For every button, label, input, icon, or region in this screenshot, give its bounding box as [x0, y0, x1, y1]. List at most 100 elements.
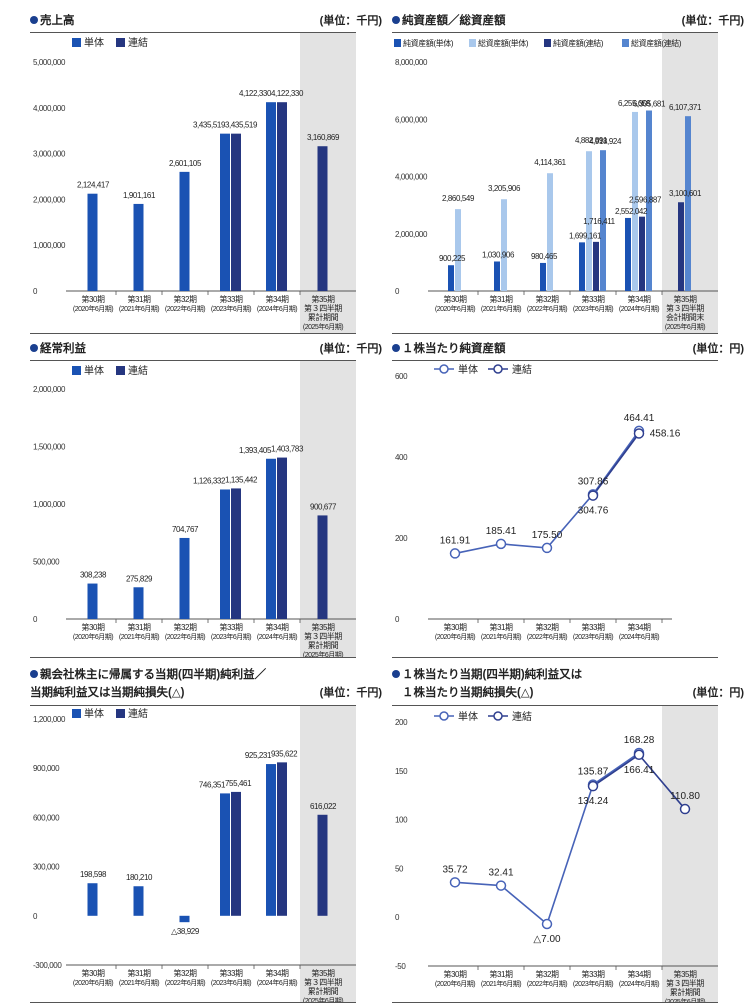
sales-x-label: (2024年6月期)	[257, 304, 297, 313]
net-x-label: 第３四半期	[304, 977, 342, 987]
assets-bar	[639, 216, 645, 291]
eps-x-label: (2025年6月期)	[665, 997, 705, 1002]
bps-x-label: (2022年6月期)	[527, 632, 567, 641]
legend-label: 単体	[458, 710, 478, 723]
assets-x-label: 第３四半期	[666, 303, 704, 313]
sales-y-tick: 4,000,000	[33, 104, 66, 113]
eps-x-label: (2023年6月期)	[573, 979, 613, 988]
legend-swatch-tan	[72, 38, 81, 47]
assets-x-label: (2023年6月期)	[573, 304, 613, 313]
ordinary-bar	[133, 587, 144, 619]
net-x-label: (2022年6月期)	[165, 978, 205, 987]
assets-bar	[501, 199, 507, 291]
assets-data-label: 2,596,887	[629, 196, 662, 205]
assets-panel: 純資産額／総資産額 (単位：千円) 8,000,000 6,000,000 4,00…	[392, 10, 748, 334]
eps-data-label: △7.00	[533, 934, 561, 945]
net-unit: (単位：千円)	[319, 687, 382, 699]
assets-x-label: 第30期	[443, 294, 467, 304]
eps-header: １株当たり当期(四半期)純利益又は １株当たり当期純損失(△) (単位：円)	[392, 664, 748, 706]
legend-label: 連結	[128, 707, 148, 720]
sales-x-label: 第31期	[127, 294, 151, 304]
eps-x-label: (2022年6月期)	[527, 979, 567, 988]
assets-data-label: 1,716,411	[583, 217, 615, 226]
assets-bar	[547, 173, 553, 291]
ordinary-chart-area: 2,000,000 1,500,000 1,000,000 500,000 0 第30期(…	[30, 360, 356, 659]
bps-data-label: 304.76	[578, 506, 609, 517]
ordinary-y-tick: 1,000,000	[33, 500, 66, 509]
eps-shaded-period	[662, 706, 718, 1002]
assets-y-tick: 6,000,000	[395, 115, 428, 124]
net-bar	[87, 883, 98, 916]
sales-x-label: 第32期	[173, 294, 197, 304]
legend-label: 連結	[512, 710, 532, 723]
net-data-label: 180,210	[126, 873, 153, 882]
net-data-label: 755,461	[225, 779, 252, 788]
net-y-tick: 300,000	[33, 863, 60, 872]
sales-y-tick: 2,000,000	[33, 195, 66, 204]
assets-chart-area: 8,000,000 6,000,000 4,000,000 2,000,000 0 第30…	[392, 32, 718, 334]
assets-bar	[685, 116, 691, 291]
legend-label: 総資産額(単体)	[478, 38, 529, 48]
eps-y-tick: 150	[395, 767, 408, 776]
ordinary-x-label: 第33期	[219, 622, 243, 632]
ordinary-x-label: 累計期間	[308, 640, 339, 650]
bps-x-label: 第33期	[581, 622, 605, 632]
sales-chart-area: 5,000,000 4,000,000 3,000,000 2,000,000 1,00…	[30, 32, 356, 334]
bps-point	[541, 542, 553, 554]
assets-data-label: 3,100,601	[669, 189, 702, 198]
legend-swatch-tan	[72, 709, 81, 718]
net-y-tick: 1,200,000	[33, 715, 66, 724]
bps-header: １株当たり純資産額 (単位：円)	[392, 338, 748, 360]
net-x-label: 第34期	[265, 968, 289, 978]
net-bar	[231, 791, 241, 916]
eps-data-label: 135.87	[578, 767, 609, 778]
eps-x-label: 第32期	[535, 969, 559, 979]
net-chart: 1,200,000 900,000 600,000 300,000 0 -300,000 第…	[33, 706, 356, 1005]
eps-y-tick: 200	[395, 718, 408, 727]
sales-y-tick: 1,000,000	[33, 241, 66, 250]
eps-x-label: 第34期	[627, 969, 651, 979]
assets-x-label: 会計期間末	[666, 312, 704, 322]
sales-header: 売上高 (単位：千円)	[30, 10, 386, 32]
eps-point	[449, 877, 461, 888]
ordinary-shaded-period	[300, 361, 356, 657]
ordinary-x-label: 第34期	[265, 622, 289, 632]
assets-bar	[625, 217, 631, 291]
sales-y-tick: 0	[33, 287, 38, 296]
bps-x-label: 第30期	[443, 622, 467, 632]
ordinary-bar	[317, 515, 328, 619]
assets-data-label: 6,255,658	[618, 99, 651, 108]
assets-data-label: 4,114,361	[534, 158, 566, 167]
sales-data-label: 3,435,519	[225, 121, 258, 130]
eps-x-label: (2021年6月期)	[481, 979, 521, 988]
assets-y-tick: 2,000,000	[395, 230, 428, 239]
net-title: 親会社株主に帰属する当期(四半期)純利益／	[30, 666, 266, 682]
ordinary-panel: 経常利益 (単位：千円) 2,000,000 1,500,000 1,000,000…	[30, 338, 386, 659]
ordinary-x-label: 第３四半期	[304, 631, 342, 641]
net-bar	[179, 915, 190, 923]
sales-data-label: 3,435,519	[193, 121, 226, 130]
assets-bar	[586, 151, 592, 291]
bullet-icon	[30, 670, 38, 678]
bps-y-tick: 200	[395, 534, 408, 543]
assets-bar	[540, 262, 546, 291]
net-data-label: 935,622	[271, 749, 298, 758]
sales-x-label: (2023年6月期)	[211, 304, 251, 313]
legend-marker-ren	[493, 364, 503, 374]
sales-panel: 売上高 (単位：千円) 5,000,000 4,000,000 3,000,000 2…	[30, 10, 386, 334]
legend-marker-tan	[439, 364, 449, 374]
assets-title: 純資産額／総資産額	[392, 12, 506, 28]
ordinary-y-tick: 1,500,000	[33, 443, 66, 452]
bps-panel: １株当たり純資産額 (単位：円) 600 400 200 0 第30期 (2020年6月期…	[392, 338, 748, 658]
legend-swatch	[622, 39, 629, 47]
sales-bar	[317, 146, 328, 291]
assets-header: 純資産額／総資産額 (単位：千円)	[392, 10, 748, 32]
ordinary-bar	[231, 488, 241, 619]
sales-x-label: 第30期	[81, 294, 105, 304]
bps-chart-area: 600 400 200 0 第30期 (2020年6月期) 第31期 (2021年6月期) 第3…	[392, 360, 718, 658]
ordinary-bar	[220, 489, 230, 619]
sales-y-tick: 3,000,000	[33, 150, 66, 159]
net-title-text: 親会社株主に帰属する当期(四半期)純利益／	[40, 669, 267, 681]
assets-unit: (単位：千円)	[681, 15, 744, 27]
legend-label: 単体	[84, 707, 104, 720]
